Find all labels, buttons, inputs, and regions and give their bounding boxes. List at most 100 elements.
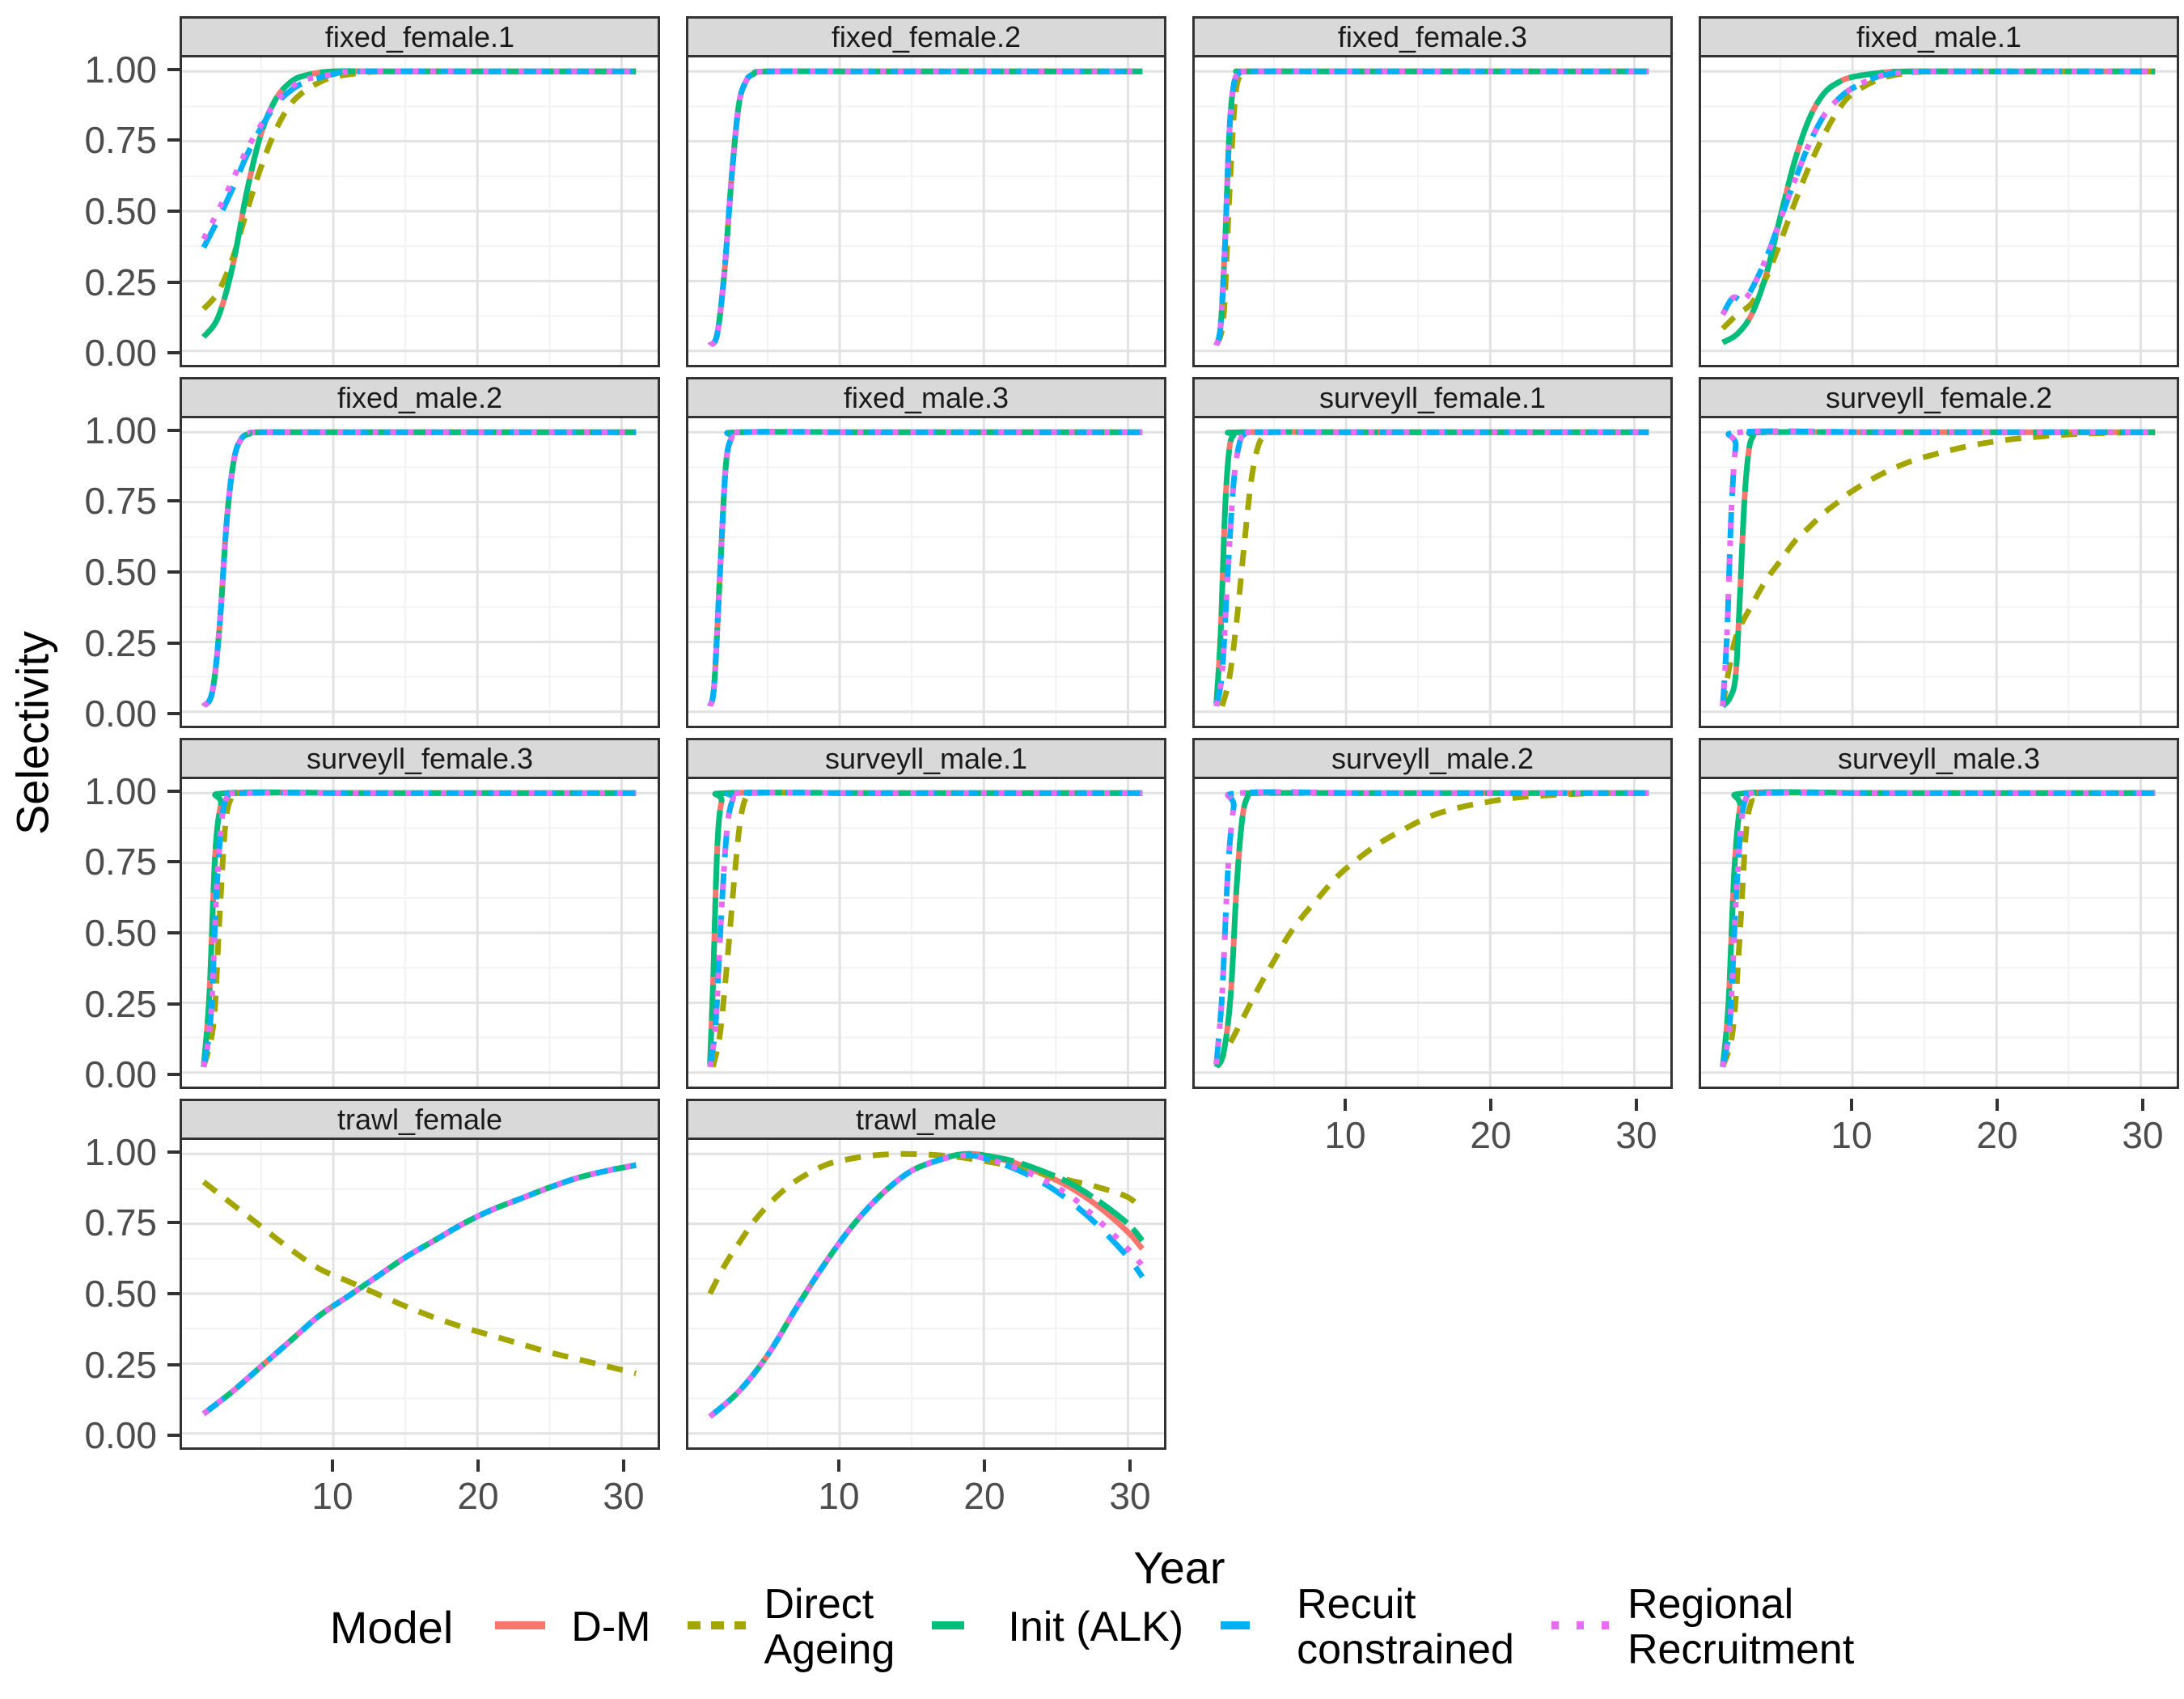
y-tick-label: 0.25 <box>84 1343 157 1386</box>
y-tick-mark <box>167 1221 180 1225</box>
series-line-d-m <box>1720 789 2156 1068</box>
y-tick-mark <box>167 499 180 503</box>
series-line-d-m <box>1213 429 1649 704</box>
legend-item: Direct Ageing <box>686 1582 895 1672</box>
series-line-regional-recruitment <box>1720 428 2156 707</box>
series-line-init-alk- <box>201 789 637 1068</box>
y-tick-mark <box>167 428 180 432</box>
legend: Model D-M Direct Ageing Init (ALK) Recuit c… <box>0 1582 2184 1672</box>
facet-title: surveyll_female.3 <box>306 741 534 775</box>
x-tick-label: 30 <box>1109 1475 1151 1517</box>
y-tick-label: 0.75 <box>84 119 157 162</box>
legend-item: D-M <box>493 1604 650 1650</box>
x-tick-mark <box>1996 1099 1999 1111</box>
facet-plot-area <box>1699 416 2179 728</box>
series-line-d-m <box>707 68 1143 348</box>
facet-panel: trawl_female <box>180 1099 660 1450</box>
series-line-direct-ageing <box>201 429 637 709</box>
series-line-regional-recruitment <box>1213 68 1649 346</box>
legend-label: D-M <box>571 1604 651 1651</box>
series-line-regional-recruitment <box>707 429 1143 707</box>
facet-panel: fixed_male.2 <box>180 377 660 728</box>
series-line-regional-recruitment <box>1213 429 1649 707</box>
legend-item: Init (ALK) <box>930 1604 1183 1650</box>
series-line-init-alk- <box>707 790 1143 1065</box>
y-tick-label: 1.00 <box>84 48 157 91</box>
series-line-recuit-constrained <box>201 429 637 709</box>
facet-title: fixed_male.3 <box>843 380 1009 414</box>
facet-plot-svg <box>1195 418 1670 726</box>
facet-panel: fixed_female.1 <box>180 16 660 367</box>
facet-plot-area <box>180 1138 660 1450</box>
y-tick-mark <box>167 1150 180 1154</box>
series-line-direct-ageing <box>707 429 1143 707</box>
x-tick-label: 20 <box>457 1475 499 1517</box>
facet-panel: fixed_female.2 <box>686 16 1166 367</box>
y-axis-ticks: 1.00 0.75 0.50 0.25 0.00 <box>0 409 180 735</box>
legend-item: Regional Recruitment <box>1550 1582 1854 1672</box>
x-tick-mark <box>1128 1460 1132 1472</box>
facet-title: fixed_male.1 <box>1856 19 2022 53</box>
facet-plot-svg <box>1701 779 2177 1087</box>
x-tick-mark <box>1635 1099 1638 1111</box>
legend-key-d-m-line <box>493 1619 555 1636</box>
x-tick-label: 20 <box>1470 1114 1512 1156</box>
facet-plot-svg <box>688 418 1164 726</box>
facet-plot-area <box>180 777 660 1089</box>
series-line-regional-recruitment <box>1720 68 2156 316</box>
facet-strip: trawl_female <box>180 1099 660 1138</box>
panel-grid: 1.00 0.75 0.50 0.25 0.00 fixed_female.1 fixed_… <box>0 16 2179 1517</box>
y-tick-label: 1.00 <box>84 409 157 451</box>
y-tick-label: 0.50 <box>84 190 157 232</box>
series-line-init-alk- <box>1213 68 1649 346</box>
facet-title: trawl_female <box>336 1102 503 1136</box>
y-axis-ticks: 1.00 0.75 0.50 0.25 0.00 <box>0 49 180 374</box>
x-tick-label: 30 <box>603 1475 645 1517</box>
y-axis-ticks: 1.00 0.75 0.50 0.25 0.00 <box>0 1131 180 1456</box>
facet-plot-area <box>1192 416 1673 728</box>
series-line-recuit-constrained <box>1213 68 1649 346</box>
facet-plot-svg <box>688 1140 1164 1447</box>
facet-strip: surveyll_male.2 <box>1192 738 1673 777</box>
facet-title: fixed_female.1 <box>324 19 515 53</box>
series-line-recuit-constrained <box>1720 68 2156 316</box>
facet-strip: fixed_female.3 <box>1192 16 1673 55</box>
series-line-d-m <box>201 429 637 709</box>
x-tick-mark <box>2141 1099 2144 1111</box>
series-line-init-alk- <box>1721 68 2156 345</box>
facet-plot-area <box>1192 55 1673 367</box>
y-tick-label: 0.25 <box>84 261 157 303</box>
legend-key-init-alk--line <box>930 1619 992 1636</box>
facet-title: surveyll_male.3 <box>1837 741 2041 775</box>
facet-panel: fixed_male.3 <box>686 377 1166 728</box>
series-line-d-m <box>707 429 1143 707</box>
y-tick-mark <box>167 351 180 355</box>
y-tick-mark <box>167 210 180 213</box>
x-axis-title: Year <box>1133 1542 1225 1593</box>
y-tick-mark <box>167 641 180 645</box>
facet-plot-area <box>686 55 1166 367</box>
x-tick-label: 10 <box>1324 1114 1366 1156</box>
y-tick-mark <box>167 789 180 793</box>
series-line-init-alk- <box>707 68 1143 348</box>
series-line-regional-recruitment <box>201 68 637 241</box>
series-line-recuit-constrained <box>201 68 637 249</box>
facet-strip: trawl_male <box>686 1099 1166 1138</box>
x-tick-mark <box>1344 1099 1347 1111</box>
facet-strip: fixed_female.2 <box>686 16 1166 55</box>
facet-strip: fixed_male.1 <box>1699 16 2179 55</box>
series-line-direct-ageing <box>707 1150 1145 1295</box>
series-line-init-alk- <box>1213 790 1649 1069</box>
facet-row: 1.00 0.75 0.50 0.25 0.00 trawl_female trawl_ma… <box>0 1099 2179 1456</box>
legend-key-direct-ageing-line <box>686 1619 747 1636</box>
series-line-regional-recruitment <box>707 790 1143 1068</box>
x-tick-label: 20 <box>1976 1114 2018 1156</box>
facet-panel: fixed_female.3 <box>1192 16 1673 367</box>
facet-strip: fixed_female.1 <box>180 16 660 55</box>
series-line-init-alk- <box>1213 429 1649 704</box>
y-tick-mark <box>167 138 180 142</box>
facet-plot-svg <box>182 418 658 726</box>
series-line-d-m <box>1213 68 1649 346</box>
y-tick-mark <box>167 1434 180 1438</box>
